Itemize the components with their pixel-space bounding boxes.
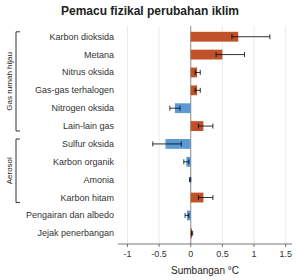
- grid-line: [254, 26, 255, 244]
- group-label: Aerosol: [6, 157, 15, 184]
- error-cap: [212, 124, 213, 129]
- error-cap: [200, 70, 201, 75]
- error-bar: [191, 231, 192, 236]
- error-bar: [153, 141, 181, 146]
- error-cap: [195, 70, 196, 75]
- category-label: Nitrogen oksida: [51, 103, 114, 113]
- bracket-line: [16, 139, 17, 202]
- error-cap: [269, 34, 270, 39]
- bracket-line: [16, 31, 20, 32]
- error-bar: [184, 159, 189, 164]
- grid-line: [127, 26, 128, 244]
- group-bracket: [16, 32, 20, 131]
- grid-line: [159, 26, 160, 244]
- category-label: Karbon organik: [53, 157, 115, 167]
- chart: Pemacu fizikal perubahan iklim -1 -0.5 0 0.5…: [0, 0, 300, 280]
- category-label: Karbon dioksida: [49, 32, 114, 42]
- error-bar: [195, 88, 200, 93]
- error-line: [195, 72, 200, 73]
- category-label: Jejak penerbangan: [37, 228, 114, 238]
- error-bar: [185, 213, 189, 218]
- tick-mark: [190, 244, 191, 247]
- error-cap: [190, 177, 191, 182]
- error-bar: [195, 70, 200, 75]
- x-axis-label: Sumbangan °C: [171, 265, 239, 276]
- bracket-line: [16, 130, 20, 131]
- tick-label: 1: [252, 249, 257, 259]
- error-cap: [216, 52, 217, 57]
- error-cap: [188, 213, 189, 218]
- error-line: [232, 36, 270, 37]
- tick-mark: [254, 244, 255, 247]
- error-cap: [198, 124, 199, 129]
- error-bar: [216, 52, 244, 57]
- error-cap: [212, 195, 213, 200]
- error-bar: [189, 177, 190, 182]
- error-line: [195, 90, 200, 91]
- category-label: Gas-gas terhalogen: [35, 85, 114, 95]
- error-cap: [189, 177, 190, 182]
- category-label: Karbon hitam: [60, 193, 114, 203]
- category-label: Pengairan dan albedo: [26, 210, 114, 220]
- category-label: Sulfur oksida: [62, 139, 114, 149]
- marks: [153, 32, 270, 238]
- error-bar: [232, 34, 270, 39]
- bracket-line: [16, 32, 17, 131]
- tick-label: -0.5: [151, 249, 167, 259]
- error-cap: [231, 34, 232, 39]
- group-label: Gas rumah hijau: [6, 52, 15, 111]
- tick-mark: [127, 244, 128, 247]
- error-cap: [180, 106, 181, 111]
- bar: [190, 175, 192, 185]
- tick-mark: [159, 244, 160, 247]
- x-axis-line: [118, 244, 292, 245]
- error-line: [170, 108, 180, 109]
- group-bracket: [16, 139, 20, 202]
- error-bar: [170, 106, 180, 111]
- error-cap: [198, 195, 199, 200]
- error-cap: [188, 159, 189, 164]
- bracket-line: [16, 139, 20, 140]
- error-line: [184, 161, 189, 162]
- error-cap: [183, 159, 184, 164]
- error-bar: [198, 195, 213, 200]
- error-line: [198, 126, 213, 127]
- error-cap: [195, 88, 196, 93]
- error-bar: [198, 124, 213, 129]
- error-cap: [244, 52, 245, 57]
- error-cap: [185, 213, 186, 218]
- error-cap: [152, 141, 153, 146]
- grid: [127, 26, 285, 244]
- tick-label: 1.5: [279, 249, 292, 259]
- category-label: Metana: [84, 50, 114, 60]
- tick-label: 0.5: [216, 249, 229, 259]
- error-cap: [181, 141, 182, 146]
- error-cap: [191, 231, 192, 236]
- bracket-line: [16, 202, 20, 203]
- bar: [191, 228, 192, 238]
- category-label: Amonia: [83, 175, 114, 185]
- title: Pemacu fizikal perubahan iklim: [61, 4, 239, 18]
- error-cap: [192, 231, 193, 236]
- error-cap: [200, 88, 201, 93]
- bar: [191, 32, 238, 42]
- tick-label: 0: [188, 249, 193, 259]
- tick-label: -1: [123, 249, 131, 259]
- error-line: [216, 54, 244, 55]
- category-label: Nitrus oksida: [62, 67, 114, 77]
- error-cap: [169, 106, 170, 111]
- tick-mark: [222, 244, 223, 247]
- error-line: [153, 143, 181, 144]
- error-line: [185, 215, 189, 216]
- category-label: Lain-lain gas: [63, 121, 115, 131]
- tick-mark: [285, 244, 286, 247]
- error-line: [198, 197, 213, 198]
- grid-line: [285, 26, 286, 244]
